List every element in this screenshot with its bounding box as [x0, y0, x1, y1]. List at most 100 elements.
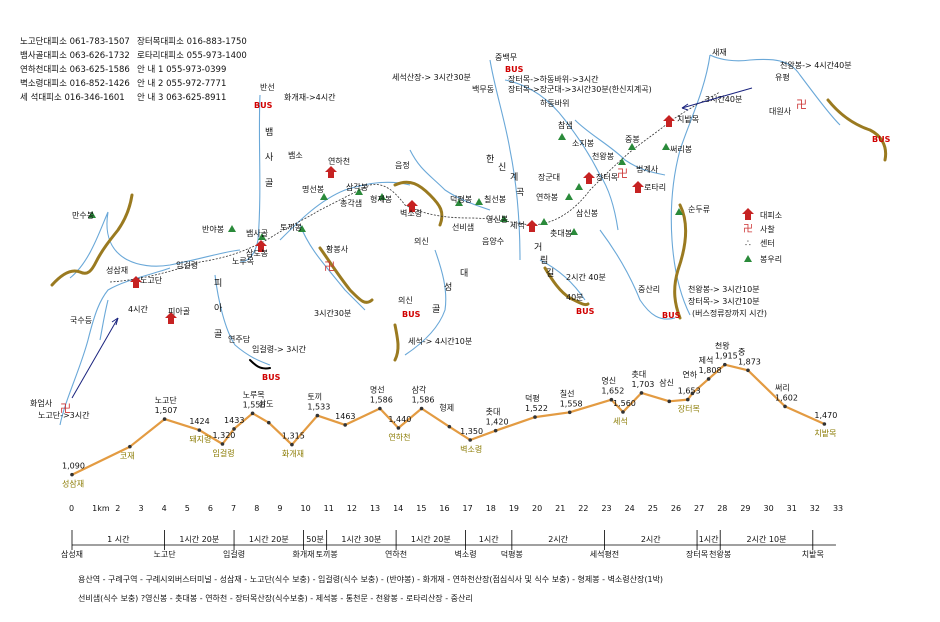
- map-label: 중봉: [625, 135, 640, 144]
- map-label: 촛대봉: [550, 229, 572, 238]
- svg-text:卍: 卍: [60, 402, 71, 415]
- map-label: 아: [214, 303, 223, 314]
- map-label: 음정: [395, 160, 410, 170]
- elevation-place: 삼신: [659, 377, 674, 387]
- map-label: 노고단->3시간: [38, 410, 90, 420]
- map-label: 명선봉: [302, 184, 324, 194]
- elevation-point: [746, 368, 750, 373]
- ruler-place: 토끼봉: [316, 550, 338, 559]
- map-label: 유평: [775, 72, 790, 82]
- elevation-point: [667, 399, 672, 404]
- ruler-place: 노고단: [154, 549, 177, 559]
- map-label: 길: [546, 268, 554, 279]
- elevation-place: 연하천: [388, 432, 410, 442]
- elevation-place: 영신: [601, 376, 616, 386]
- map-label: 연주담: [228, 334, 251, 344]
- elevation-place: 명선: [370, 385, 385, 395]
- contact-line: 안 내 3 063-625-8911: [137, 92, 226, 103]
- elevation-point: [128, 444, 132, 449]
- ruler-tick-label: 31: [787, 504, 797, 513]
- elevation-point: [723, 362, 727, 367]
- elevation-place: 중: [738, 347, 745, 356]
- bus-label: BUS: [402, 310, 421, 319]
- contact-line: 연하천대피소 063-625-1586: [20, 64, 130, 75]
- elevation-label: 1,440: [388, 415, 411, 424]
- map-label: 골: [265, 178, 273, 189]
- elevation-point: [396, 426, 401, 430]
- ruler-tick-label: 28: [717, 504, 727, 513]
- map-label: 곡: [516, 187, 524, 198]
- elevation-label: 1,915: [715, 352, 738, 361]
- map-label: 3시간40분: [705, 94, 742, 104]
- elevation-point: [290, 442, 294, 447]
- map-label: 성삼재: [106, 265, 128, 275]
- elevation-label: 1,652: [601, 387, 624, 396]
- map-label: 천왕봉-> 4시간40분: [780, 60, 852, 70]
- ruler-tick-label: 16: [439, 504, 449, 513]
- elevation-label: 1,420: [486, 418, 509, 427]
- elevation-point: [783, 404, 787, 409]
- map-label: 참샘: [558, 120, 573, 130]
- elevation-label: 1,558: [560, 399, 583, 408]
- elevation-point: [220, 442, 225, 446]
- map-label: 골: [214, 329, 222, 340]
- ruler-segment-time: 1시간 20분: [179, 534, 219, 544]
- ruler-place: 치밭목: [802, 550, 824, 559]
- elevation-place: 써리: [775, 383, 790, 392]
- elevation-label: 1,320: [212, 431, 235, 440]
- elevation-label: 1,602: [775, 393, 798, 402]
- map-label: 피아골: [168, 306, 190, 316]
- elevation-place: 형제: [439, 404, 454, 413]
- map-label: 장군대: [538, 172, 560, 182]
- map-label: 벽소령: [400, 208, 422, 218]
- elevation-label: 1,315: [282, 432, 305, 441]
- map-label: 한: [486, 154, 494, 165]
- ruler-tick-label: 27: [694, 504, 704, 513]
- elevation-place: 연하: [682, 369, 697, 379]
- map-label: 반야봉: [202, 224, 224, 234]
- map-label: 노루목: [232, 257, 254, 266]
- map-label: 로타리: [644, 183, 666, 192]
- ruler-place: 삼성재: [61, 549, 83, 559]
- route-line-2: 선비샘(식수 보충) ?영신봉 - 촛대봉 - 연하천 - 장터목산장(식수보충…: [78, 593, 473, 603]
- map-label: 3시간30분: [314, 308, 351, 318]
- ruler-tick-label: 10: [301, 504, 311, 513]
- map-label: 4시간: [128, 304, 148, 314]
- bus-label: BUS: [662, 311, 681, 320]
- ruler-tick-label: 29: [740, 504, 750, 513]
- ruler-place: 벽소령: [455, 549, 477, 559]
- ruler-tick-label: 22: [578, 504, 588, 513]
- ruler-tick-label: 23: [601, 504, 611, 513]
- elevation-point: [690, 391, 695, 396]
- map-label: 반선: [260, 83, 275, 92]
- elevation-place: 임걸령: [212, 449, 234, 458]
- map-label: 총각샘: [340, 198, 362, 208]
- map-label: 세석: [510, 220, 525, 230]
- elevation-point: [447, 424, 452, 429]
- map-label: 피: [214, 278, 222, 289]
- map-label: 덕평봉: [450, 194, 472, 204]
- map-label: 뱀소: [288, 150, 303, 160]
- elevation-place: 돼지령: [189, 435, 211, 444]
- map-label: 신: [498, 162, 506, 173]
- map-label: 림: [540, 254, 548, 266]
- map-legend: 대피소 卍 사찰 ∴ 센터 봉우리: [742, 208, 782, 264]
- map-labels: 반선 화개재->4시간 뱀 사 골 뱀소 연하천 삼각봉 명선봉 총각샘 형제봉…: [30, 48, 852, 420]
- map-label: 의신: [414, 236, 429, 246]
- elevation-point: [70, 472, 74, 477]
- elevation-place: 코재: [120, 452, 135, 461]
- elevation-point: [822, 422, 827, 426]
- map-label: 대: [460, 268, 468, 279]
- elevation-point: [197, 428, 202, 432]
- ruler-segment-time: 1시간 20분: [411, 534, 451, 544]
- ruler-segment-time: 2시간: [641, 534, 661, 544]
- contact-line: 로타리대피소 055-973-1400: [137, 51, 247, 61]
- ruler-segment-time: 1시간 20분: [249, 534, 289, 544]
- ruler-tick-label: 2: [115, 504, 120, 513]
- map-label: 음양수: [482, 237, 504, 246]
- elevation-label: 1,350: [460, 427, 483, 436]
- ruler-tick-label: 13: [370, 504, 380, 513]
- elevation-place: 장터목: [678, 404, 700, 414]
